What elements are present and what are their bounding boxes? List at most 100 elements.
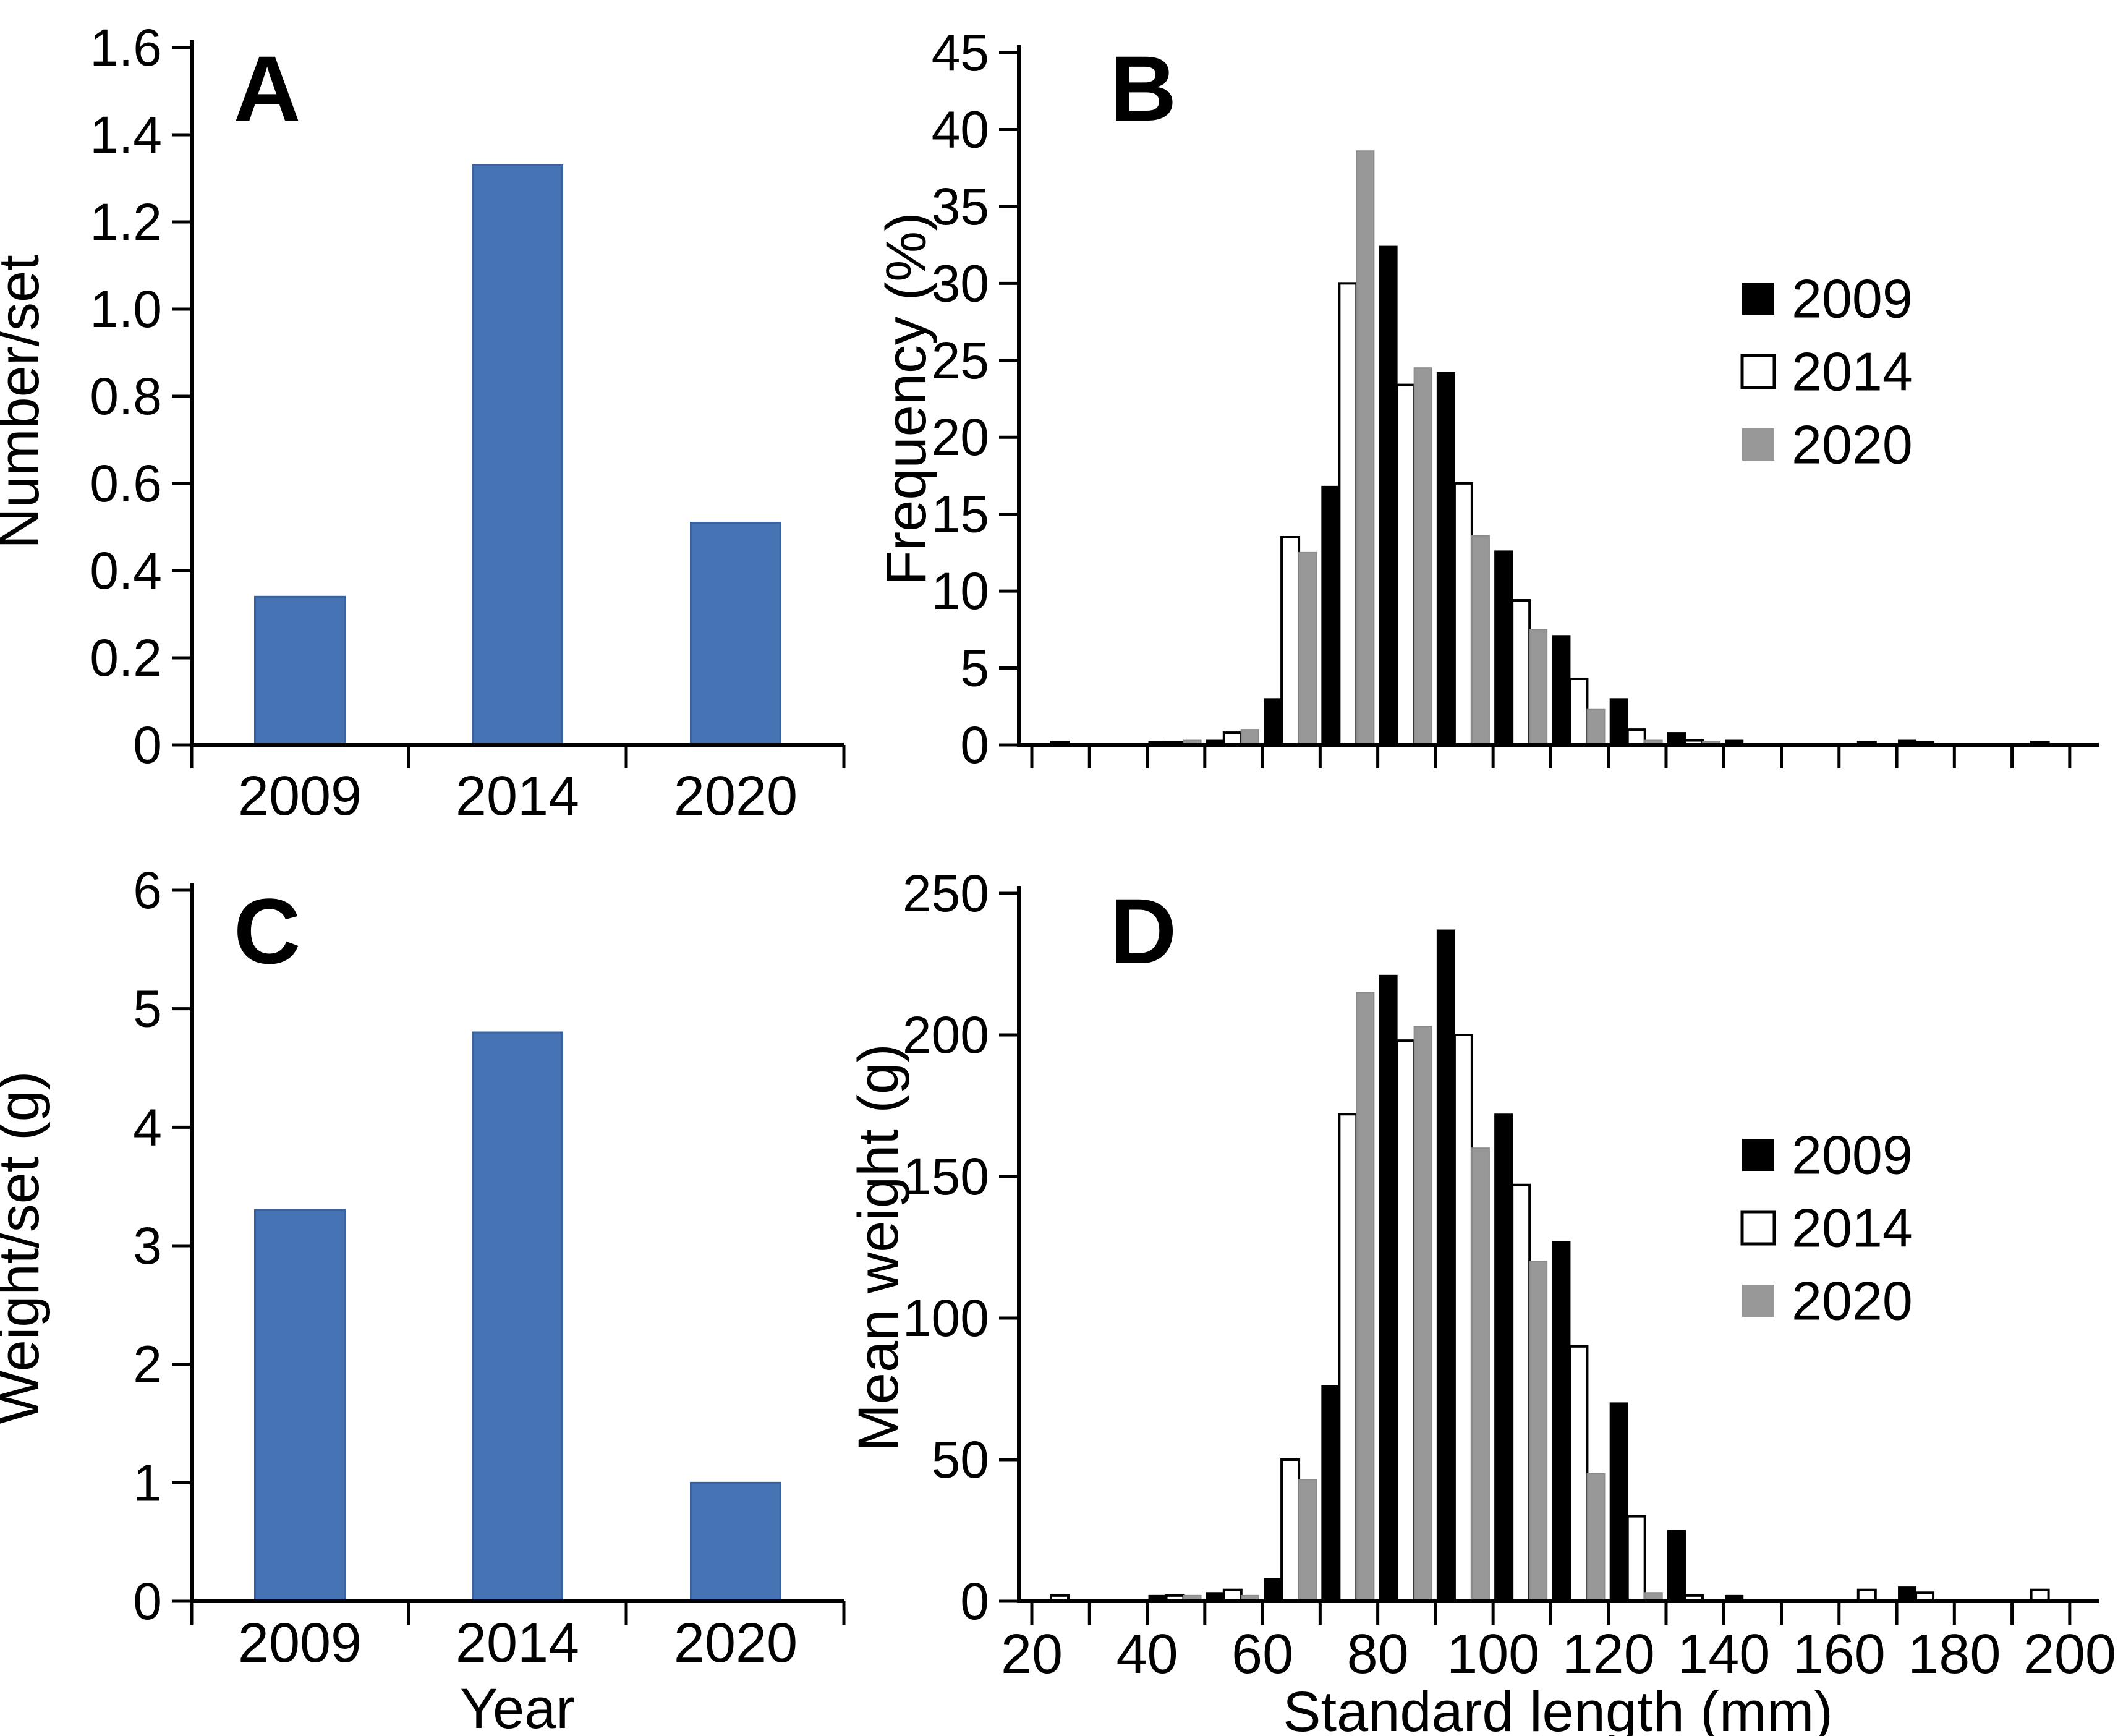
y-tick-label: 15 xyxy=(932,485,989,543)
bar-2020-bin-80 xyxy=(1413,1026,1432,1602)
bar-2014-bin-60 xyxy=(1280,536,1301,746)
bar-2020-bin-100 xyxy=(1529,629,1548,746)
bar-2014-bin-100 xyxy=(1511,1183,1531,1602)
bar-2014-bin-120 xyxy=(1626,728,1646,746)
legend-label-2020: 2020 xyxy=(1792,1270,1913,1332)
y-tick-label: 1.0 xyxy=(90,280,162,338)
bar-2020-bin-50 xyxy=(1240,729,1259,746)
y-tick-label: 35 xyxy=(932,177,989,236)
y-tick-label: 30 xyxy=(932,254,989,312)
y-tick-label: 25 xyxy=(932,331,989,389)
bar-2020-bin-90 xyxy=(1471,1147,1490,1602)
bar-2009-bin-70 xyxy=(1321,485,1340,746)
bar-2014-bin-110 xyxy=(1568,1345,1589,1603)
x-category-label: 2009 xyxy=(238,1612,362,1674)
bar-2014-bin-100 xyxy=(1511,599,1531,746)
y-axis-title: Weight/set (g) xyxy=(0,1071,51,1424)
x-tick-label: 100 xyxy=(1447,1623,1539,1685)
legend-label-2009: 2009 xyxy=(1792,268,1913,330)
panel-B: 0 5 10 15 20 25 30 35 40 45 Frequency (%) B 2009 2014… xyxy=(875,23,2099,774)
y-tick-label: 150 xyxy=(903,1147,989,1206)
bar-2014-bin-60 xyxy=(1280,1458,1301,1602)
bar-2020-bin-80 xyxy=(1413,367,1432,746)
y-tick-label: 40 xyxy=(932,100,989,158)
legend-swatch-2009 xyxy=(1742,1139,1774,1171)
y-tick-label: 2 xyxy=(133,1335,162,1393)
y-tick-label: 1.6 xyxy=(90,19,162,77)
bar-2014-bin-90 xyxy=(1453,482,1473,747)
y-tick-label: 5 xyxy=(133,980,162,1038)
bar-2009-bin-110 xyxy=(1552,635,1571,746)
y-tick-label: 3 xyxy=(133,1217,162,1275)
x-tick-label: 140 xyxy=(1677,1623,1770,1685)
x-tick-label: 60 xyxy=(1231,1623,1293,1685)
bar-2009-bin-170 xyxy=(1898,1586,1917,1602)
x-category-label: 2009 xyxy=(238,765,362,827)
x-category-label: 2014 xyxy=(456,765,579,827)
y-tick-label: 6 xyxy=(133,861,162,919)
y-tick-label: 5 xyxy=(960,639,989,697)
y-tick-label: 20 xyxy=(932,408,989,466)
bar-2020-bin-60 xyxy=(1298,1479,1317,1602)
bar-2014-bin-110 xyxy=(1568,677,1589,747)
y-tick-label: 0 xyxy=(960,1572,989,1630)
y-axis-title: Frequency (%) xyxy=(875,212,938,585)
y-tick-label: 4 xyxy=(133,1098,162,1156)
y-tick-label: 1.4 xyxy=(90,106,162,164)
bar-2009-bin-80 xyxy=(1379,245,1398,746)
y-tick-label: 0 xyxy=(133,1572,162,1630)
panel-A: 0 0.2 0.4 0.6 0.8 1.0 1.2 1.4 1.6 2009 2014 2020 Num… xyxy=(0,19,846,827)
y-axis-title: Number/set xyxy=(0,255,51,549)
x-tick-label: 80 xyxy=(1347,1623,1409,1685)
bar-2009-bin-100 xyxy=(1494,550,1513,746)
bar-2020-bin-110 xyxy=(1586,1473,1606,1602)
bar-2009-bin-110 xyxy=(1552,1241,1571,1602)
x-category-label: 2014 xyxy=(456,1612,579,1674)
y-tick-label: 50 xyxy=(932,1431,989,1489)
legend-swatch-2020 xyxy=(1742,1285,1774,1317)
panel-letter: B xyxy=(1110,36,1176,140)
panel-letter: A xyxy=(234,36,300,140)
x-axis-title: Year xyxy=(460,1677,575,1736)
y-tick-label: 1.2 xyxy=(90,193,162,251)
bar-2014-bin-70 xyxy=(1338,1113,1358,1602)
bar-2009-bin-80 xyxy=(1379,974,1398,1602)
bar-2014-bin-90 xyxy=(1453,1034,1473,1602)
panel-letter: C xyxy=(234,879,300,983)
bar-2014-bin-120 xyxy=(1626,1515,1646,1603)
bar-2014-bin-80 xyxy=(1395,383,1416,746)
y-axis-title: Mean weight (g) xyxy=(847,1044,910,1452)
bar-2009-bin-100 xyxy=(1494,1113,1513,1602)
y-tick-label: 0.6 xyxy=(90,454,162,513)
panel-C: 0 1 2 3 4 5 6 2009 2014 2020 Weight/set (g) Year C xyxy=(0,861,846,1736)
bar-2020-bin-60 xyxy=(1298,551,1317,746)
y-tick-label: 0 xyxy=(133,716,162,774)
bar-2009-bin-120 xyxy=(1609,698,1628,746)
legend-D: 2009 2014 2020 xyxy=(1740,1125,1913,1332)
x-tick-label: 20 xyxy=(1001,1623,1063,1685)
bar-2020-bin-100 xyxy=(1529,1261,1548,1602)
bar-2020-bin-70 xyxy=(1356,150,1375,746)
bar-2009 xyxy=(254,595,346,746)
bar-2009-bin-130 xyxy=(1667,1530,1686,1602)
x-tick-label: 180 xyxy=(1908,1623,2001,1685)
bar-2014-bin-70 xyxy=(1338,282,1358,747)
bar-2020 xyxy=(690,521,781,746)
x-tick-label: 40 xyxy=(1116,1623,1178,1685)
panel-D: 0 50 100 150 200 250 20 40 60 80 100 120 140 160 180 20… xyxy=(847,864,2116,1736)
x-category-label: 2020 xyxy=(674,765,797,827)
y-tick-label: 250 xyxy=(903,864,989,922)
x-tick-label: 120 xyxy=(1562,1623,1655,1685)
bar-2020 xyxy=(690,1481,781,1602)
bar-2014 xyxy=(472,1031,563,1602)
bar-2020-bin-110 xyxy=(1586,708,1606,746)
bar-2020-bin-90 xyxy=(1471,535,1490,746)
bar-2009-bin-60 xyxy=(1264,1578,1283,1602)
y-tick-label: 0.4 xyxy=(90,542,162,600)
legend-swatch-2014 xyxy=(1740,1210,1776,1246)
panel-letter: D xyxy=(1110,879,1176,983)
legend-swatch-2009 xyxy=(1742,283,1774,315)
bar-2009 xyxy=(254,1209,346,1602)
